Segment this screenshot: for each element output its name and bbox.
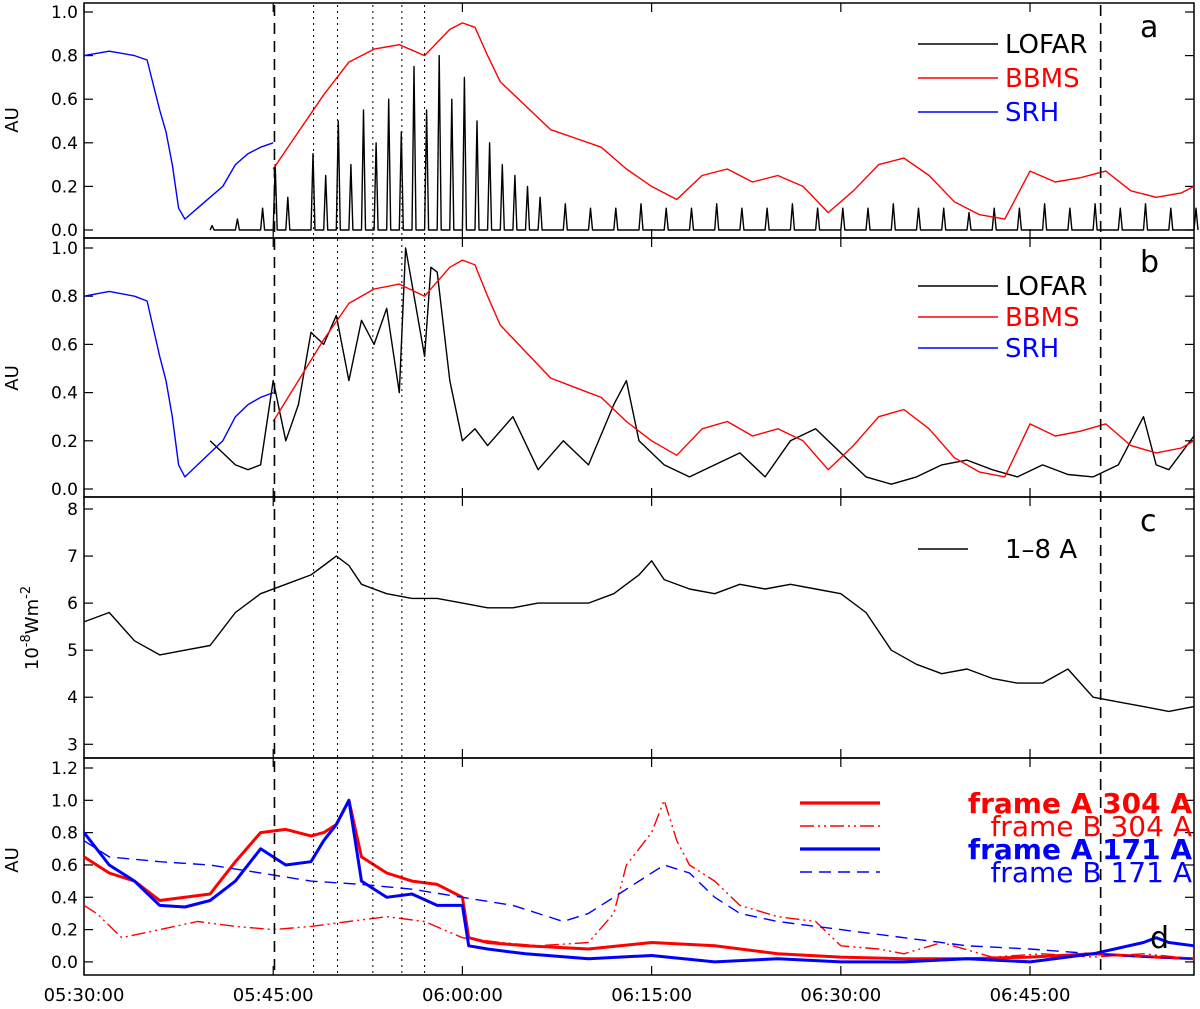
x-tick-label: 06:00:00 <box>422 985 503 1006</box>
legend-label: frame B 304 A <box>990 810 1192 843</box>
y-tick-label: 1.2 <box>51 759 78 779</box>
y-tick-label: 7 <box>67 547 78 567</box>
panel-b-ylabel: AU <box>2 365 23 391</box>
y-tick-label: 4 <box>67 688 78 708</box>
y-tick-label: 0.6 <box>51 335 78 355</box>
y-tick-label: 8 <box>67 500 78 520</box>
y-tick-label: 0.2 <box>51 432 78 452</box>
panel-a: 0.0 0.2 0.4 0.6 0.8 1.0 LOFAR BBMS SRH a AU <box>2 2 1199 241</box>
panel-label: d <box>1150 921 1169 956</box>
x-tick-label: 06:15:00 <box>611 985 692 1006</box>
series-line-1-1 <box>272 259 1195 478</box>
panel-c-plot-area: 3 4 5 6 7 8 1–8 A c <box>67 497 1195 758</box>
x-tick-label: 05:30:00 <box>44 985 125 1006</box>
y-tick-label: 0.8 <box>51 824 78 844</box>
y-tick-label: 0.0 <box>51 480 78 500</box>
series-line-3-1 <box>83 799 1195 960</box>
panel-d-ylabel: AU <box>2 847 23 873</box>
legend-label: LOFAR <box>1005 30 1087 60</box>
series-line-0-0 <box>209 54 1199 231</box>
legend-label: SRH <box>1005 98 1059 128</box>
panel-d-frame <box>83 757 1195 976</box>
series-line-2-0 <box>83 555 1195 713</box>
y-tick-label: 0.2 <box>51 177 78 197</box>
legend-label: frame B 171 A <box>990 856 1192 889</box>
panel-label: a <box>1140 10 1158 45</box>
y-tick-label: 6 <box>67 594 78 614</box>
legend-label: SRH <box>1005 334 1059 364</box>
x-tick-label: 05:45:00 <box>233 985 314 1006</box>
panel-label: c <box>1140 504 1157 539</box>
y-tick-label: 5 <box>67 641 78 661</box>
x-tick-label: 06:45:00 <box>990 985 1071 1006</box>
y-tick-label: 1.0 <box>51 239 78 259</box>
legend-label: LOFAR <box>1005 272 1087 302</box>
y-tick-label: 0.6 <box>51 90 78 110</box>
y-tick-label: 0.4 <box>51 888 78 908</box>
x-tick-label: 06:30:00 <box>800 985 881 1006</box>
y-tick-label: 3 <box>67 735 78 755</box>
legend-label: frame A 304 A <box>968 787 1192 820</box>
series-line-0-1 <box>272 22 1195 220</box>
y-tick-label: 1.0 <box>51 3 78 23</box>
panel-a-plot-area: 0.0 0.2 0.4 0.6 0.8 1.0 LOFAR BBMS SRH a <box>51 3 1199 241</box>
series-line-1-0 <box>209 247 1195 485</box>
vertical-reference-lines <box>273 5 1102 973</box>
y-tick-label: 0.2 <box>51 921 78 941</box>
y-tick-label: 0.0 <box>51 953 78 973</box>
panel-a-ylabel: AU <box>2 107 23 133</box>
y-tick-label: 0.4 <box>51 384 78 404</box>
panel-label: b <box>1140 245 1159 280</box>
series-line-0-2 <box>83 50 274 220</box>
panel-c-ylabel: 10-8Wm-2 <box>19 586 43 670</box>
y-tick-label: 0.6 <box>51 856 78 876</box>
series-line-1-2 <box>83 290 274 478</box>
panel-c: 3 4 5 6 7 8 1–8 A c 10-8Wm-2 <box>19 496 1195 759</box>
legend-label: BBMS <box>1005 64 1080 94</box>
series-line-3-3 <box>83 840 1195 960</box>
y-tick-label: 0.8 <box>51 47 78 67</box>
y-tick-label: 0.8 <box>51 287 78 307</box>
series-line-3-2 <box>82 798 1195 964</box>
legend-label: frame A 171 A <box>968 833 1192 866</box>
legend-label: BBMS <box>1005 303 1080 333</box>
legend-label: 1–8 A <box>1005 535 1077 565</box>
y-tick-label: 0.0 <box>51 221 78 241</box>
y-tick-label: 1.0 <box>51 791 78 811</box>
x-axis: 05:30:00 05:45:00 06:00:00 06:15:00 06:30:00… <box>44 985 1071 1006</box>
y-tick-label: 0.4 <box>51 134 78 154</box>
